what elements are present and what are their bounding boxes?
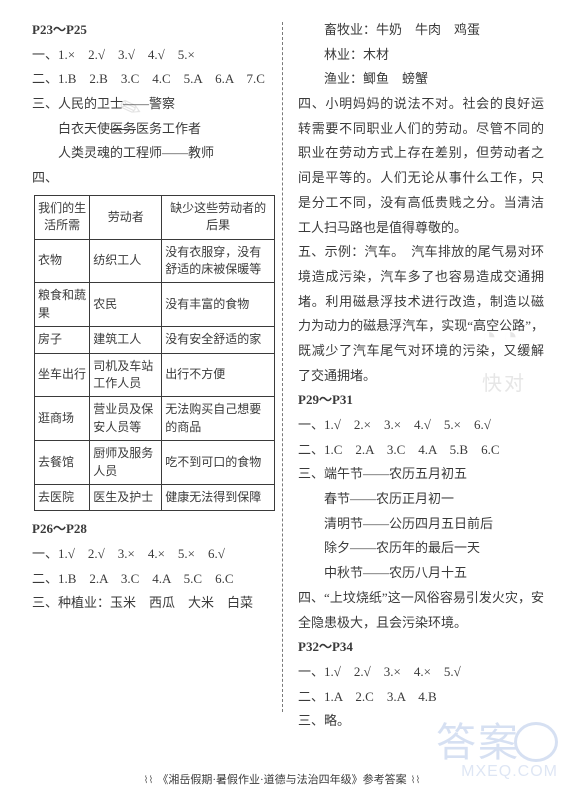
table-row: 房子 建筑工人 没有安全舒适的家 bbox=[35, 327, 275, 353]
table-row: 粮食和蔬果 农民 没有丰富的食物 bbox=[35, 283, 275, 327]
brand-watermark: 答案 MXEQ.COM bbox=[436, 716, 558, 781]
table-cell: 粮食和蔬果 bbox=[35, 283, 90, 327]
answer-line: 三、人民的卫士——警察 bbox=[32, 92, 278, 117]
answer-line: 一、1.√ 2.√ 3.× 4.× 5.× 6.√ bbox=[32, 542, 278, 567]
text-fragment: 白衣天使 bbox=[58, 121, 110, 136]
table-cell: 建筑工人 bbox=[90, 327, 162, 353]
answer-line: 二、1.B 2.A 3.C 4.A 5.C 6.C bbox=[32, 567, 278, 592]
table-header: 缺少这些劳动者的后果 bbox=[162, 195, 275, 239]
answer-line: 二、1.C 2.A 3.C 4.A 5.B 6.C bbox=[298, 438, 544, 463]
section-heading: P26～P28 bbox=[32, 517, 278, 542]
paragraph: 四、“上坟烧纸”这一风俗容易引发火灾，安全隐患极大，且会污染环境。 bbox=[298, 586, 544, 635]
table-cell: 纺织工人 bbox=[90, 239, 162, 283]
table-cell: 吃不到可口的食物 bbox=[162, 441, 275, 485]
answer-line: 清明节——公历四月五日前后 bbox=[298, 512, 544, 537]
table-cell: 无法购买自己想要的商品 bbox=[162, 397, 275, 441]
answer-line: 二、1.B 2.B 3.C 4.C 5.A 6.A 7.C bbox=[32, 67, 278, 92]
table-cell: 房子 bbox=[35, 327, 90, 353]
section-heading: P23～P25 bbox=[32, 18, 278, 43]
answer-line: 渔业：鲫鱼 螃蟹 bbox=[298, 67, 544, 92]
labor-table: 我们的生活所需 劳动者 缺少这些劳动者的后果 衣物 纺织工人 没有衣服穿，没有舒… bbox=[34, 195, 275, 511]
brand-en: MXEQ.COM bbox=[436, 763, 558, 781]
answer-line: 二、1.A 2.C 3.A 4.B bbox=[298, 685, 544, 710]
strike-text: 医务 bbox=[110, 121, 136, 136]
section-heading: P32～P34 bbox=[298, 635, 544, 660]
paragraph: 五、示例：汽车。 汽车排放的尾气易对环境造成污染，汽车多了也容易造成交通拥堵。利… bbox=[298, 240, 544, 388]
page-body: P23～P25 一、1.× 2.√ 3.√ 4.√ 5.× 二、1.B 2.B … bbox=[0, 0, 564, 744]
answer-line: 一、1.× 2.√ 3.√ 4.√ 5.× bbox=[32, 43, 278, 68]
table-row: 衣物 纺织工人 没有衣服穿，没有舒适的床被保暖等 bbox=[35, 239, 275, 283]
table-cell: 司机及车站工作人员 bbox=[90, 353, 162, 397]
table-row: 去餐馆 厨师及服务人员 吃不到可口的食物 bbox=[35, 441, 275, 485]
left-column: P23～P25 一、1.× 2.√ 3.√ 4.√ 5.× 二、1.B 2.B … bbox=[26, 18, 288, 734]
answer-line: 人类灵魂的工程师——教师 bbox=[32, 141, 278, 166]
answer-line: 三、种植业：玉米 西瓜 大米 白菜 bbox=[32, 591, 278, 616]
brand-bubble-icon bbox=[514, 722, 558, 762]
table-cell: 没有安全舒适的家 bbox=[162, 327, 275, 353]
table-cell: 没有衣服穿，没有舒适的床被保暖等 bbox=[162, 239, 275, 283]
text-fragment: 医务工作者 bbox=[136, 121, 201, 136]
fan-icon: ⌇⌇ bbox=[411, 771, 421, 790]
answer-line: 畜牧业：牛奶 牛肉 鸡蛋 bbox=[298, 18, 544, 43]
table-cell: 衣物 bbox=[35, 239, 90, 283]
table-row: 去医院 医生及护士 健康无法得到保障 bbox=[35, 484, 275, 510]
answer-line: 一、1.√ 2.× 3.× 4.√ 5.× 6.√ bbox=[298, 413, 544, 438]
table-cell: 厨师及服务人员 bbox=[90, 441, 162, 485]
column-divider bbox=[282, 22, 283, 712]
answer-line: 中秋节——农历八月十五 bbox=[298, 561, 544, 586]
table-header: 我们的生活所需 bbox=[35, 195, 90, 239]
table-cell: 坐车出行 bbox=[35, 353, 90, 397]
table-cell: 健康无法得到保障 bbox=[162, 484, 275, 510]
table-cell: 去医院 bbox=[35, 484, 90, 510]
table-row: 坐车出行 司机及车站工作人员 出行不方便 bbox=[35, 353, 275, 397]
answer-line: 一、1.√ 2.√ 3.× 4.× 5.√ bbox=[298, 660, 544, 685]
paragraph: 四、小明妈妈的说法不对。社会的良好运转需要不同职业人们的劳动。尽管不同的职业在劳… bbox=[298, 92, 544, 240]
table-header: 劳动者 bbox=[90, 195, 162, 239]
table-row: 逛商场 营业员及保安人员等 无法购买自己想要的商品 bbox=[35, 397, 275, 441]
table-cell: 去餐馆 bbox=[35, 441, 90, 485]
answer-line: 春节——农历正月初一 bbox=[298, 487, 544, 512]
table-cell: 没有丰富的食物 bbox=[162, 283, 275, 327]
brand-cn: 答案 bbox=[436, 720, 520, 765]
section-heading: P29～P31 bbox=[298, 388, 544, 413]
table-cell: 医生及护士 bbox=[90, 484, 162, 510]
table-cell: 营业员及保安人员等 bbox=[90, 397, 162, 441]
table-row: 我们的生活所需 劳动者 缺少这些劳动者的后果 bbox=[35, 195, 275, 239]
fan-icon: ⌇⌇ bbox=[144, 771, 154, 790]
answer-line: 三、端午节——农历五月初五 bbox=[298, 462, 544, 487]
table-cell: 出行不方便 bbox=[162, 353, 275, 397]
table-cell: 农民 bbox=[90, 283, 162, 327]
answer-line: 四、 bbox=[32, 166, 278, 191]
answer-line: 林业：木材 bbox=[298, 43, 544, 68]
footer-text: 《湘岳假期·暑假作业·道德与法治四年级》参考答案 bbox=[157, 770, 406, 791]
table-cell: 逛商场 bbox=[35, 397, 90, 441]
answer-line: 除夕——农历年的最后一天 bbox=[298, 536, 544, 561]
answer-line: 白衣天使医务医务工作者 bbox=[32, 117, 278, 142]
right-column: ◔ ◔快对 畜牧业：牛奶 牛肉 鸡蛋 林业：木材 渔业：鲫鱼 螃蟹 四、小明妈妈… bbox=[288, 18, 550, 734]
